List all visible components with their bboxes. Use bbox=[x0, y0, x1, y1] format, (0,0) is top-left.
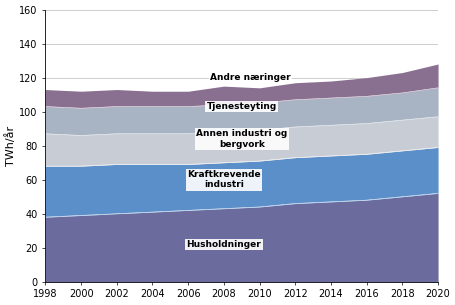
Y-axis label: TWh/år: TWh/år bbox=[5, 126, 16, 166]
Text: Husholdninger: Husholdninger bbox=[186, 240, 261, 249]
Text: Tjenesteyting: Tjenesteyting bbox=[206, 102, 276, 111]
Text: Kraftkrevende
industri: Kraftkrevende industri bbox=[187, 170, 260, 189]
Text: Andre næringer: Andre næringer bbox=[210, 73, 290, 82]
Text: Annen industri og
bergvork: Annen industri og bergvork bbox=[196, 129, 287, 149]
